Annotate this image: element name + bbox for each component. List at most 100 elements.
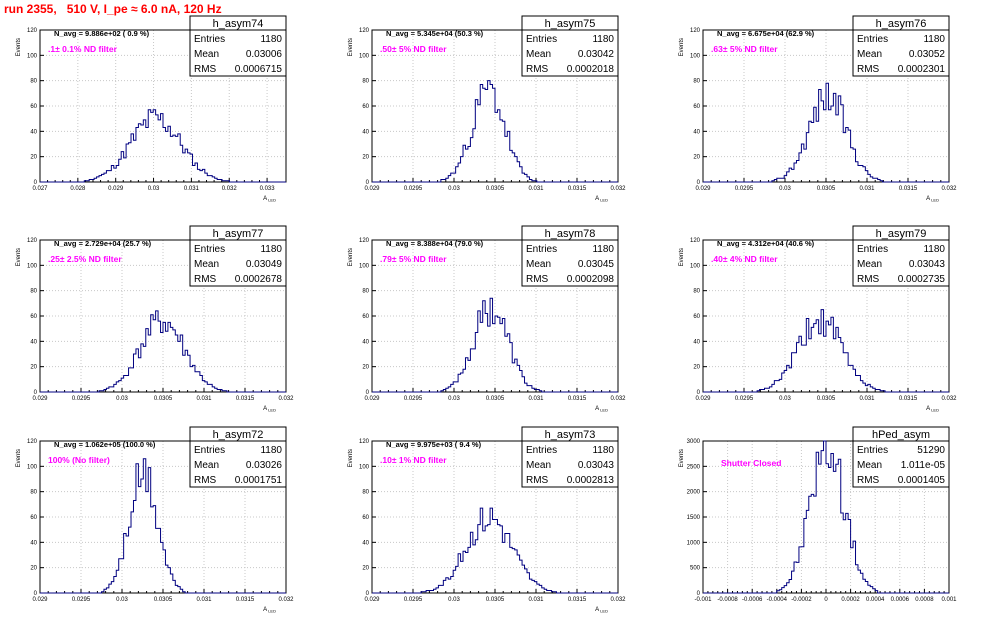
x-tick-label: 0.0315 — [899, 396, 918, 402]
y-tick-label: 20 — [362, 365, 369, 371]
x-tick-label: 0.0305 — [154, 597, 173, 603]
x-tick-label: 0.03 — [448, 597, 460, 603]
stat-label: RMS — [526, 274, 549, 285]
x-axis-title-main: A — [926, 196, 930, 202]
histogram-line — [40, 458, 286, 594]
y-axis-title: Events — [679, 248, 685, 266]
x-axis-title-main: A — [926, 406, 930, 412]
stat-label: Mean — [526, 259, 551, 270]
y-tick-label: 0 — [366, 390, 370, 396]
x-tick-label: -0.0002 — [791, 597, 812, 603]
stat-value: 0.0002678 — [235, 274, 283, 285]
x-tick-label: 0.032 — [222, 186, 238, 192]
y-tick-label: 500 — [690, 566, 701, 572]
stat-value: 1180 — [260, 445, 282, 456]
y-tick-label: 100 — [359, 464, 370, 470]
stat-value: 0.03043 — [909, 259, 946, 270]
x-tick-label: 0.032 — [941, 396, 957, 402]
stat-value: 0.03045 — [578, 259, 615, 270]
navg-label: N_avg = 8.388e+04 (79.0 %) — [386, 239, 484, 248]
y-tick-label: 0 — [366, 180, 370, 186]
x-tick-label: 0.029 — [364, 186, 380, 192]
x-axis-title-main: A — [263, 406, 267, 412]
y-tick-label: 80 — [693, 79, 700, 85]
y-tick-label: 80 — [30, 289, 37, 295]
stat-value: 0.03026 — [246, 460, 283, 471]
x-axis-title-sub: LED — [267, 609, 276, 614]
x-tick-label: 0.0305 — [486, 186, 505, 192]
stat-value: 1180 — [260, 34, 282, 45]
stat-value: 0.0002018 — [567, 64, 615, 75]
y-axis-title: Events — [16, 248, 22, 266]
x-tick-label: 0.031 — [196, 597, 212, 603]
histogram-line — [703, 82, 949, 183]
y-tick-label: 20 — [693, 155, 700, 161]
stats-box-frame — [852, 225, 950, 287]
x-tick-label: -0.0006 — [742, 597, 763, 603]
x-tick-label: 0.029 — [364, 597, 380, 603]
stat-label: Entries — [526, 34, 557, 45]
x-tick-label: 0.0295 — [735, 186, 754, 192]
filter-label: .25± 2.5% ND filter — [48, 254, 122, 264]
stat-value: 0.03042 — [578, 49, 615, 60]
histogram-panel-h_asym78: 0.029 0.0295 0.03 0.0305 0.031 0.0315 0.032 0 20… — [348, 225, 626, 413]
x-axis-title-sub: LED — [599, 609, 608, 614]
histogram-panel-h_asym72: 0.029 0.0295 0.03 0.0305 0.031 0.0315 0.032 0 20… — [16, 426, 294, 614]
histogram-title: h_asym72 — [213, 429, 264, 441]
y-tick-label: 60 — [362, 104, 369, 110]
x-axis-title-sub: LED — [930, 198, 939, 203]
x-tick-label: 0.0006 — [891, 597, 910, 603]
stat-label: RMS — [857, 274, 880, 285]
x-tick-label: 0.0295 — [404, 186, 423, 192]
y-tick-label: 40 — [693, 339, 700, 345]
stat-value: 1180 — [923, 244, 945, 255]
histogram-title: h_asym73 — [545, 429, 596, 441]
stat-value: 0.0002735 — [898, 274, 946, 285]
x-axis-title-main: A — [263, 607, 267, 613]
stat-label: RMS — [857, 475, 880, 486]
y-tick-label: 40 — [362, 339, 369, 345]
filter-label: .79± 5% ND filter — [380, 254, 447, 264]
x-tick-label: 0.0295 — [404, 597, 423, 603]
x-axis-title-sub: LED — [267, 408, 276, 413]
navg-label: N_avg = 9.886e+02 ( 0.9 %) — [54, 29, 150, 38]
histogram-title: h_asym79 — [876, 228, 927, 240]
x-tick-label: 0.031 — [528, 396, 544, 402]
stat-label: RMS — [526, 64, 549, 75]
stat-label: RMS — [194, 475, 217, 486]
x-tick-label: 0.03 — [448, 396, 460, 402]
x-tick-label: 0.0305 — [486, 396, 505, 402]
histogram-line — [372, 297, 618, 393]
x-tick-label: 0.031 — [196, 396, 212, 402]
y-axis-title: Events — [348, 248, 354, 266]
x-tick-label: 0 — [824, 597, 828, 603]
stat-value: 0.03052 — [909, 49, 946, 60]
stat-value: 1180 — [923, 34, 945, 45]
x-tick-label: 0.03 — [448, 186, 460, 192]
y-tick-label: 3000 — [687, 439, 701, 445]
y-tick-label: 40 — [30, 540, 37, 546]
y-tick-label: 80 — [362, 79, 369, 85]
x-tick-label: 0.032 — [278, 396, 294, 402]
stat-label: Mean — [857, 259, 882, 270]
y-tick-label: 40 — [362, 540, 369, 546]
y-axis-title: Events — [348, 449, 354, 467]
x-axis-title: A LED — [263, 196, 276, 203]
stats-box: h_asym74 Entries 1180 Mean 0.03006 RMS 0.00067… — [189, 15, 287, 77]
y-tick-label: 60 — [30, 104, 37, 110]
x-tick-label: 0.0315 — [568, 396, 587, 402]
stat-label: Mean — [857, 49, 882, 60]
x-axis-title: A LED — [595, 196, 608, 203]
y-tick-label: 60 — [693, 314, 700, 320]
stat-value: 0.0001405 — [898, 475, 946, 486]
x-tick-label: 0.033 — [260, 186, 276, 192]
y-tick-label: 20 — [362, 566, 369, 572]
y-tick-label: 0 — [697, 591, 701, 597]
histogram-title: h_asym76 — [876, 18, 927, 30]
x-axis-title-main: A — [595, 607, 599, 613]
stats-box: h_asym76 Entries 1180 Mean 0.03052 RMS 0.00023… — [852, 15, 950, 77]
histogram-line — [40, 310, 286, 393]
x-tick-label: 0.0305 — [486, 597, 505, 603]
histogram-panel-h_asym77: 0.029 0.0295 0.03 0.0305 0.031 0.0315 0.032 0 20… — [16, 225, 294, 413]
